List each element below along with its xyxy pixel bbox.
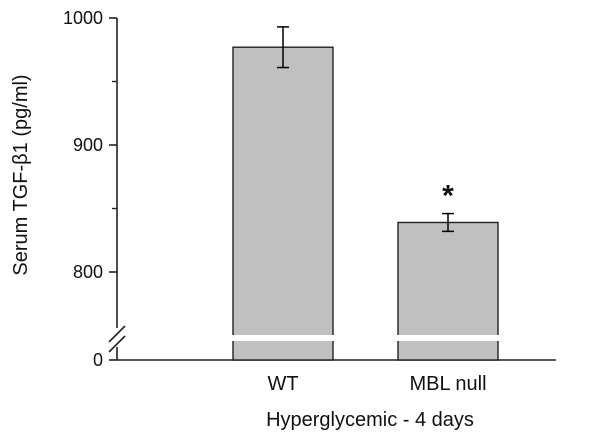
x-tick-label: MBL null xyxy=(409,373,486,395)
bar-wt xyxy=(232,46,334,361)
y-tick-label: 900 xyxy=(73,135,103,155)
bar-break-gap xyxy=(397,335,499,341)
labels: 800 900 1000 0 WT MBL null * Hyperglycemic - 4 … xyxy=(10,8,487,431)
bar-break-gap xyxy=(232,335,334,341)
axis-break-mark xyxy=(108,335,126,353)
y-axis-title: Serum TGF-β1 (pg/ml) xyxy=(10,74,32,275)
bars xyxy=(232,26,499,361)
significance-marker: * xyxy=(442,180,454,213)
x-tick-label: WT xyxy=(267,373,298,395)
axis-break-mark xyxy=(108,325,126,343)
x-axis-title: Hyperglycemic - 4 days xyxy=(266,409,474,431)
y-tick-label-baseline: 0 xyxy=(93,350,103,370)
y-tick-label: 1000 xyxy=(63,8,103,28)
y-tick-label: 800 xyxy=(73,262,103,282)
